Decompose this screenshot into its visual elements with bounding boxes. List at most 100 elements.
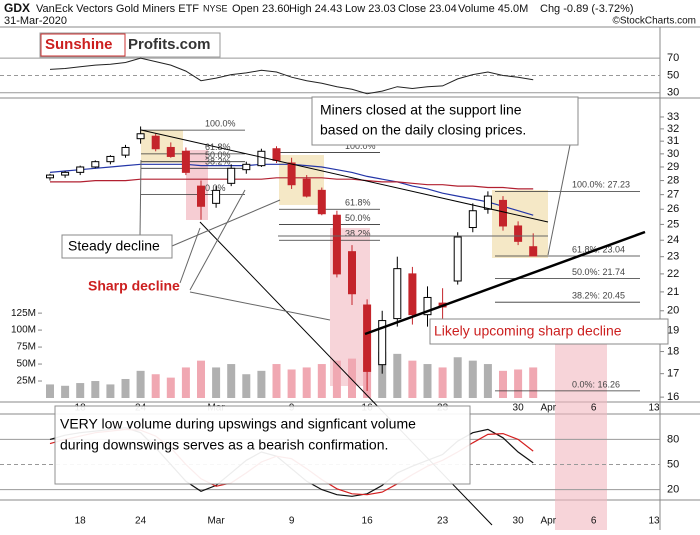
resistance-line [140,129,549,223]
volume-bar [302,367,311,398]
y-tick-label: 19 [667,325,679,337]
candle-body [348,251,356,295]
volume-bar [468,360,477,398]
x-tick-label: 24 [135,516,147,527]
candle-body [514,225,523,242]
callout-box [311,96,579,146]
fib-label: 38.2%: 20.45 [572,291,625,301]
callout-text: during downswings serves as a bearish co… [60,437,388,453]
upcoming-zone [555,320,607,530]
volume-bar [121,378,130,398]
volume-bar [514,369,523,398]
quote: Low 23.03 [345,3,396,15]
y-tick-label: 27 [667,189,679,201]
fib-label: 0.0%: 16.26 [572,379,620,389]
candle-body [408,273,417,316]
date: 31-Mar-2020 [4,15,67,27]
volume-bar [46,384,54,398]
candle-body [121,146,130,156]
volume-bar [227,364,236,398]
volume-bar [212,367,221,398]
candle-body [76,166,85,173]
candle-body [499,199,507,227]
fib-label: 50.0% [345,213,371,223]
candle-body [453,236,462,282]
x-tick-label: Mar [207,516,225,527]
logo-red-box [40,33,126,57]
steady-zone [141,130,183,163]
candle-body [423,296,432,316]
fib-label: 100.0% [345,141,376,151]
y-tick-label: 17 [667,368,679,380]
logo-text: Profits.com [128,36,211,53]
y-tick-label: 16 [667,391,679,403]
volume-bar [408,360,417,398]
fib-label: 50.0%: 21.74 [572,267,625,277]
callout-box [429,318,669,345]
volume-bar [136,370,145,398]
callout-text: Miners closed at the support line [320,102,522,118]
volume-tick-label: 25M [17,376,36,387]
y-tick-label: 29 [667,161,679,173]
volume-bar [91,381,100,398]
volume-bar [423,364,432,398]
quote: Chg -0.89 (-3.72%) [540,3,634,15]
logo-text: Sunshine [45,36,113,53]
fib-label: 38.2% [345,229,371,239]
y-tick-label: 24 [667,234,679,246]
volume-bar [332,360,341,398]
y-tick-label: 32 [667,123,679,135]
candle-body [529,246,538,257]
callout-box [61,234,173,259]
candle-body [197,185,205,207]
volume-bar [317,364,326,398]
rsi-line [49,57,534,95]
source: ©StockCharts.com [612,16,696,27]
candle-body [166,146,175,157]
rsi-tick-label: 50 [667,69,679,81]
fib-label: 50.0% [205,150,231,160]
x-tick-label: 16 [362,516,374,527]
x-tick-label: 9 [289,516,295,527]
fib-label: 100.0% [205,118,236,128]
candle-body [257,150,266,167]
x-tick-label: Apr [541,516,557,527]
candle-body [61,171,70,176]
y-tick-label: 26 [667,203,679,215]
volume-bar [393,353,402,398]
volume-tick-label: 100M [11,325,36,336]
callout-text: VERY low volume during upswings and sign… [60,416,416,432]
candle-body [212,189,221,204]
volume-bar [106,384,115,398]
security-name: VanEck Vectors Gold Miners ETF [36,3,199,15]
volume-bar [483,364,492,398]
x-tick-label: 23 [437,516,449,527]
y-tick-label: 18 [667,345,679,357]
volume-bar [438,367,447,398]
candle-body [393,268,402,320]
y-tick-label: 25 [667,218,679,230]
callout-text: based on the daily closing prices. [320,122,526,138]
callout-text: Sharp decline [88,278,180,294]
stoch-tick-label: 80 [667,433,679,445]
volume-bar [197,360,205,398]
symbol: GDX [4,1,30,15]
y-tick-label: 23 [667,251,679,263]
y-tick-label: 20 [667,305,679,317]
x-tick-label: 30 [513,403,525,414]
volume-tick-label: 75M [17,342,36,353]
volume-bar [242,374,251,398]
candle-body [332,214,341,275]
y-tick-label: 31 [667,135,679,147]
volume-bar [272,364,281,398]
callout-box [54,405,471,485]
quote: Close 23.04 [398,3,457,15]
x-tick-label: 13 [648,403,660,414]
callout-text: Steady decline [68,238,160,254]
fib-label: 0.0% [205,183,226,193]
rsi-tick-label: 70 [667,52,679,64]
candle-body [91,161,100,168]
quote: Open 23.60 [232,3,290,15]
support-line [364,230,646,336]
